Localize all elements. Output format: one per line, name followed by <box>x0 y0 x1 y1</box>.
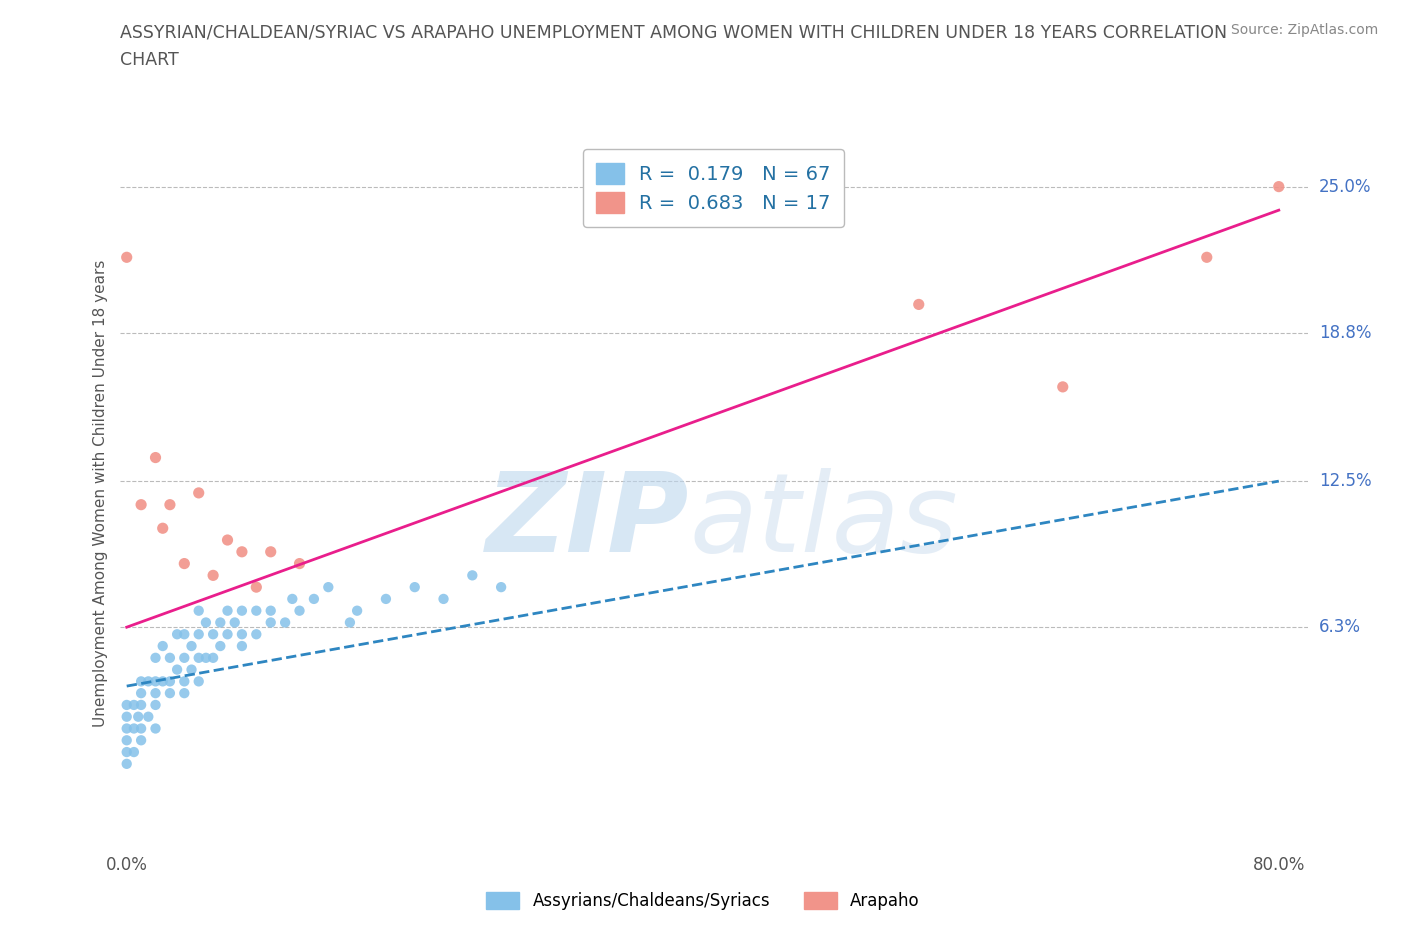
Point <box>281 591 304 606</box>
Point <box>187 650 209 665</box>
Point <box>231 604 253 618</box>
Point <box>173 627 195 642</box>
Point <box>180 662 202 677</box>
Point <box>1195 250 1218 265</box>
Point <box>129 685 152 700</box>
Point <box>346 604 368 618</box>
Point <box>187 674 209 689</box>
Point <box>145 650 167 665</box>
Text: Source: ZipAtlas.com: Source: ZipAtlas.com <box>1230 23 1378 37</box>
Point <box>224 615 246 630</box>
Point <box>115 733 138 748</box>
Point <box>202 650 225 665</box>
Point <box>374 591 396 606</box>
Point <box>127 710 149 724</box>
Text: 12.5%: 12.5% <box>1319 472 1371 490</box>
Point <box>194 650 217 665</box>
Legend: Assyrians/Chaldeans/Syriacs, Arapaho: Assyrians/Chaldeans/Syriacs, Arapaho <box>479 885 927 917</box>
Point <box>217 604 239 618</box>
Point <box>159 650 181 665</box>
Point <box>115 698 138 712</box>
Point <box>145 450 167 465</box>
Point <box>339 615 361 630</box>
Point <box>152 521 174 536</box>
Text: ZIP: ZIP <box>486 468 690 575</box>
Point <box>129 733 152 748</box>
Point <box>260 615 283 630</box>
Point <box>145 698 167 712</box>
Point <box>115 710 138 724</box>
Point <box>231 627 253 642</box>
Point <box>260 604 283 618</box>
Point <box>1268 179 1291 194</box>
Text: atlas: atlas <box>690 468 959 575</box>
Point <box>115 250 138 265</box>
Point <box>166 627 188 642</box>
Point <box>159 498 181 512</box>
Point <box>122 698 145 712</box>
Point <box>129 698 152 712</box>
Point <box>173 556 195 571</box>
Point <box>173 674 195 689</box>
Point <box>159 674 181 689</box>
Point <box>194 615 217 630</box>
Point <box>288 604 311 618</box>
Point <box>152 639 174 654</box>
Point <box>245 579 267 594</box>
Point <box>159 685 181 700</box>
Point <box>129 498 152 512</box>
Point <box>302 591 325 606</box>
Point <box>274 615 297 630</box>
Point <box>461 568 484 583</box>
Point <box>129 674 152 689</box>
Point <box>187 604 209 618</box>
Legend: R =  0.179   N = 67, R =  0.683   N = 17: R = 0.179 N = 67, R = 0.683 N = 17 <box>583 149 844 227</box>
Point <box>145 721 167 736</box>
Point <box>202 568 225 583</box>
Point <box>136 710 159 724</box>
Point <box>173 685 195 700</box>
Point <box>209 615 232 630</box>
Point <box>489 579 512 594</box>
Point <box>166 662 188 677</box>
Point <box>231 639 253 654</box>
Point <box>217 533 239 548</box>
Point <box>115 745 138 760</box>
Point <box>129 721 152 736</box>
Point <box>115 721 138 736</box>
Point <box>231 544 253 559</box>
Point <box>288 556 311 571</box>
Point <box>187 485 209 500</box>
Text: ASSYRIAN/CHALDEAN/SYRIAC VS ARAPAHO UNEMPLOYMENT AMONG WOMEN WITH CHILDREN UNDER: ASSYRIAN/CHALDEAN/SYRIAC VS ARAPAHO UNEM… <box>120 23 1226 41</box>
Text: 25.0%: 25.0% <box>1319 178 1371 195</box>
Point <box>432 591 454 606</box>
Point <box>136 674 159 689</box>
Point <box>907 297 929 312</box>
Y-axis label: Unemployment Among Women with Children Under 18 years: Unemployment Among Women with Children U… <box>93 259 108 726</box>
Point <box>180 639 202 654</box>
Point <box>115 756 138 771</box>
Point <box>122 721 145 736</box>
Point <box>187 627 209 642</box>
Point <box>404 579 426 594</box>
Point <box>260 544 283 559</box>
Point <box>245 604 267 618</box>
Point <box>1052 379 1074 394</box>
Point <box>145 685 167 700</box>
Text: 6.3%: 6.3% <box>1319 618 1361 636</box>
Point <box>145 674 167 689</box>
Text: 18.8%: 18.8% <box>1319 324 1371 341</box>
Text: CHART: CHART <box>120 51 179 69</box>
Point <box>318 579 340 594</box>
Point <box>245 627 267 642</box>
Point <box>152 674 174 689</box>
Point <box>217 627 239 642</box>
Point <box>173 650 195 665</box>
Point <box>122 745 145 760</box>
Point <box>202 627 225 642</box>
Point <box>209 639 232 654</box>
